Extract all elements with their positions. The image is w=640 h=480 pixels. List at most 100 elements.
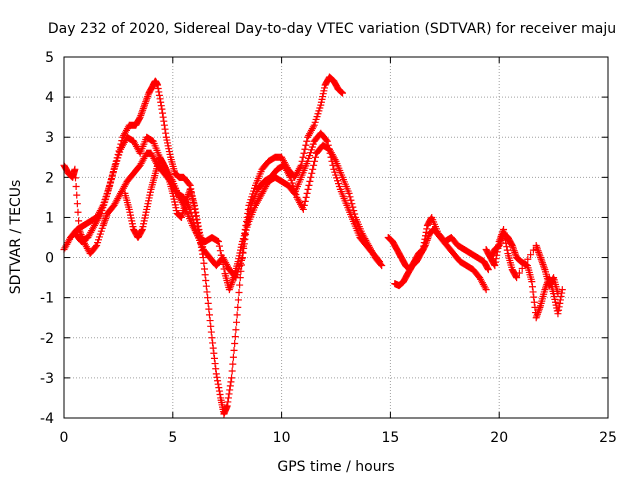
data-point bbox=[533, 312, 541, 320]
data-point bbox=[210, 354, 218, 362]
data-point bbox=[141, 101, 149, 109]
data-point bbox=[535, 305, 543, 313]
data-point bbox=[215, 384, 223, 392]
data-point bbox=[509, 243, 517, 251]
data-point bbox=[530, 298, 538, 306]
data-point bbox=[200, 259, 208, 267]
data-point bbox=[101, 216, 109, 224]
data-point bbox=[229, 275, 237, 283]
data-point bbox=[512, 272, 520, 280]
data-point bbox=[192, 208, 200, 216]
data-point bbox=[535, 250, 543, 258]
x-tick-label: 15 bbox=[381, 430, 399, 446]
data-point bbox=[204, 299, 212, 307]
data-point bbox=[493, 251, 501, 259]
data-point bbox=[231, 340, 239, 348]
data-point bbox=[500, 229, 508, 237]
data-point bbox=[207, 322, 215, 330]
data-point bbox=[193, 215, 201, 223]
data-point bbox=[138, 227, 146, 235]
data-point bbox=[533, 245, 541, 253]
data-point bbox=[302, 141, 310, 149]
data-point bbox=[199, 254, 207, 262]
data-point bbox=[491, 262, 499, 270]
data-point bbox=[537, 255, 545, 263]
data-point bbox=[309, 165, 317, 173]
data-point bbox=[511, 250, 519, 258]
data-point bbox=[228, 279, 236, 287]
data-point bbox=[228, 374, 236, 382]
data-point bbox=[106, 179, 114, 187]
data-point bbox=[157, 102, 165, 110]
data-point bbox=[422, 232, 430, 240]
data-point bbox=[348, 200, 356, 208]
data-point bbox=[212, 370, 220, 378]
data-point bbox=[212, 365, 220, 373]
data-point bbox=[227, 282, 235, 290]
data-point bbox=[509, 245, 517, 253]
data-point bbox=[540, 264, 548, 272]
data-point bbox=[499, 227, 507, 235]
data-point bbox=[420, 242, 428, 250]
data-point bbox=[75, 217, 83, 225]
data-point bbox=[508, 242, 516, 250]
data-point bbox=[210, 349, 218, 357]
data-point bbox=[532, 242, 540, 250]
data-point bbox=[503, 243, 511, 251]
data-point bbox=[204, 294, 212, 302]
data-point bbox=[303, 189, 311, 197]
data-point bbox=[140, 103, 148, 111]
data-point bbox=[236, 281, 244, 289]
data-point bbox=[191, 205, 199, 213]
data-point bbox=[143, 94, 151, 102]
data-point bbox=[524, 255, 532, 263]
data-point bbox=[538, 257, 546, 265]
data-point bbox=[233, 318, 241, 326]
data-point bbox=[217, 251, 225, 259]
data-point bbox=[205, 305, 213, 313]
data-point bbox=[310, 161, 318, 169]
data-point bbox=[72, 174, 80, 182]
data-point bbox=[215, 242, 223, 250]
data-point bbox=[300, 149, 308, 157]
data-point bbox=[216, 247, 224, 255]
data-point bbox=[555, 303, 563, 311]
data-point bbox=[216, 391, 224, 399]
data-point bbox=[537, 254, 545, 262]
data-point bbox=[328, 157, 336, 165]
data-point bbox=[495, 241, 503, 249]
data-point bbox=[142, 96, 150, 104]
data-point bbox=[161, 163, 169, 171]
data-point bbox=[378, 262, 386, 270]
data-point bbox=[205, 311, 213, 319]
data-point bbox=[158, 105, 166, 113]
series-track-h bbox=[482, 225, 562, 298]
data-point bbox=[192, 212, 200, 220]
data-point bbox=[234, 303, 242, 311]
data-point bbox=[214, 380, 222, 388]
data-point bbox=[233, 311, 241, 319]
data-point bbox=[201, 265, 209, 273]
y-tick-label: -3 bbox=[40, 371, 54, 387]
data-point bbox=[155, 88, 163, 96]
data-point bbox=[327, 153, 335, 161]
data-point bbox=[529, 288, 537, 296]
data-point bbox=[331, 156, 339, 164]
data-marks bbox=[60, 73, 566, 418]
data-point bbox=[339, 89, 347, 97]
data-point bbox=[75, 225, 83, 233]
data-point bbox=[511, 248, 519, 256]
data-point bbox=[235, 289, 243, 297]
data-point bbox=[213, 373, 221, 381]
data-point bbox=[555, 306, 563, 314]
data-point bbox=[142, 98, 150, 106]
data-point bbox=[225, 286, 233, 294]
data-point bbox=[154, 85, 162, 93]
data-point bbox=[535, 307, 543, 315]
y-tick-label: -4 bbox=[40, 411, 54, 427]
data-point bbox=[533, 243, 541, 251]
data-point bbox=[220, 265, 228, 273]
data-point bbox=[347, 196, 355, 204]
data-point bbox=[510, 247, 518, 255]
data-point bbox=[182, 197, 190, 205]
